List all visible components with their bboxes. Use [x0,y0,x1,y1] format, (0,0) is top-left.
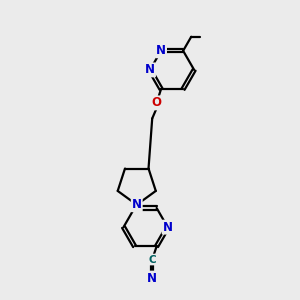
Text: N: N [163,220,173,234]
Text: C: C [148,254,156,265]
Text: N: N [156,44,166,57]
Text: O: O [152,96,162,110]
Text: N: N [132,198,142,211]
Text: N: N [145,63,155,76]
Text: N: N [147,272,157,285]
